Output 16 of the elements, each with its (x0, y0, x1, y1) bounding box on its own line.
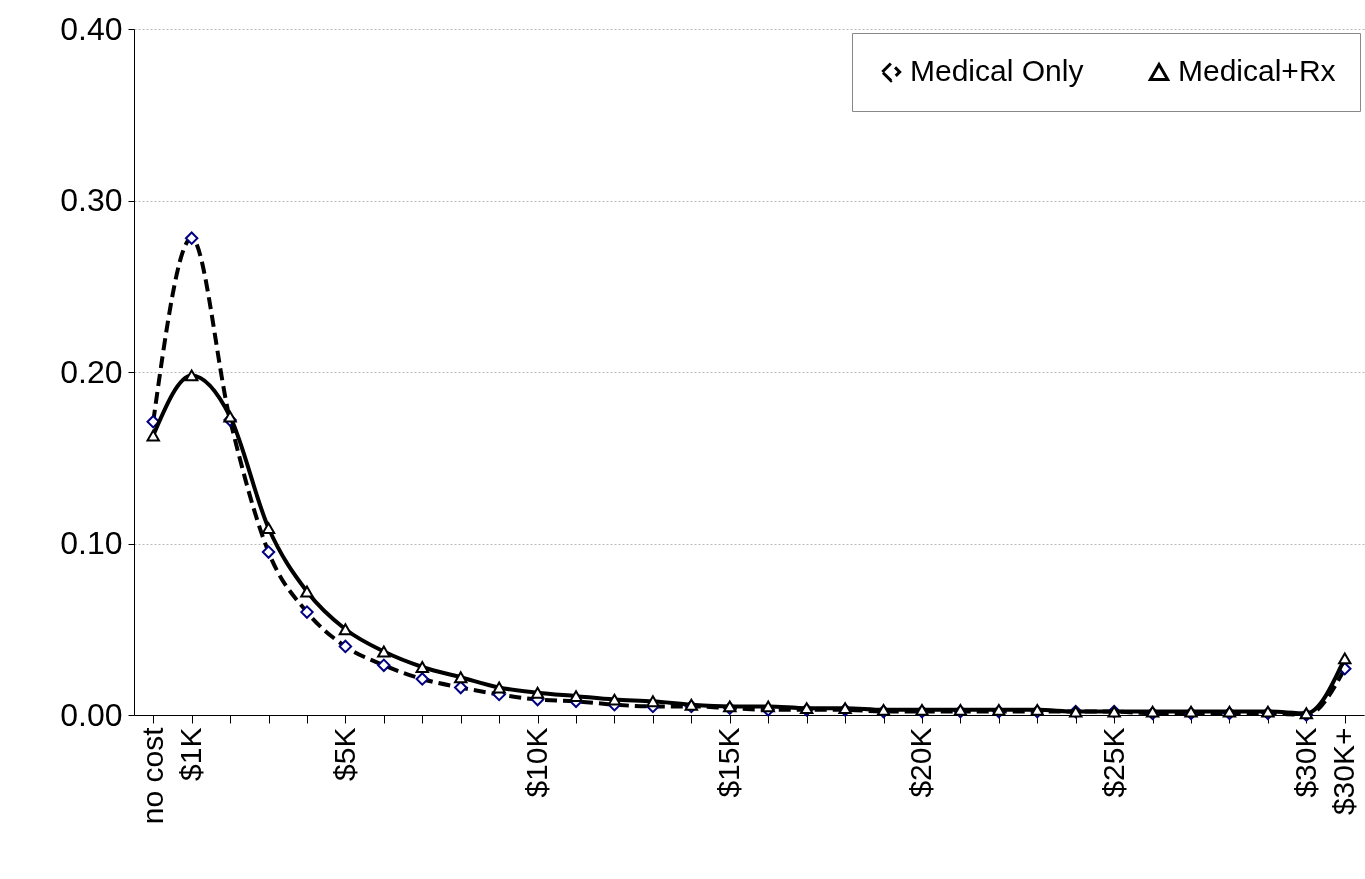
legend-label: Medical Only (910, 54, 1084, 87)
y-tick-label: 0.20 (60, 353, 123, 390)
y-tick-label: 0.10 (60, 525, 123, 561)
x-tick-label: $10K (520, 727, 554, 798)
x-tick-label: $1K (174, 727, 208, 781)
x-tick-label: $25K (1096, 727, 1130, 798)
x-tick-label: $15K (712, 727, 746, 798)
x-tick-label: no cost (135, 726, 169, 825)
x-tick-label: $5K (327, 727, 361, 781)
legend-label: Medical+Rx (1178, 54, 1336, 87)
y-tick-label: 0.00 (60, 696, 123, 733)
y-tick-label: 0.30 (60, 182, 123, 218)
x-tick-label: $30K (1288, 727, 1322, 798)
y-tick-label: 0.40 (60, 10, 123, 47)
x-tick-label: $20K (904, 727, 938, 798)
x-tick-label: $30K+ (1327, 727, 1361, 816)
